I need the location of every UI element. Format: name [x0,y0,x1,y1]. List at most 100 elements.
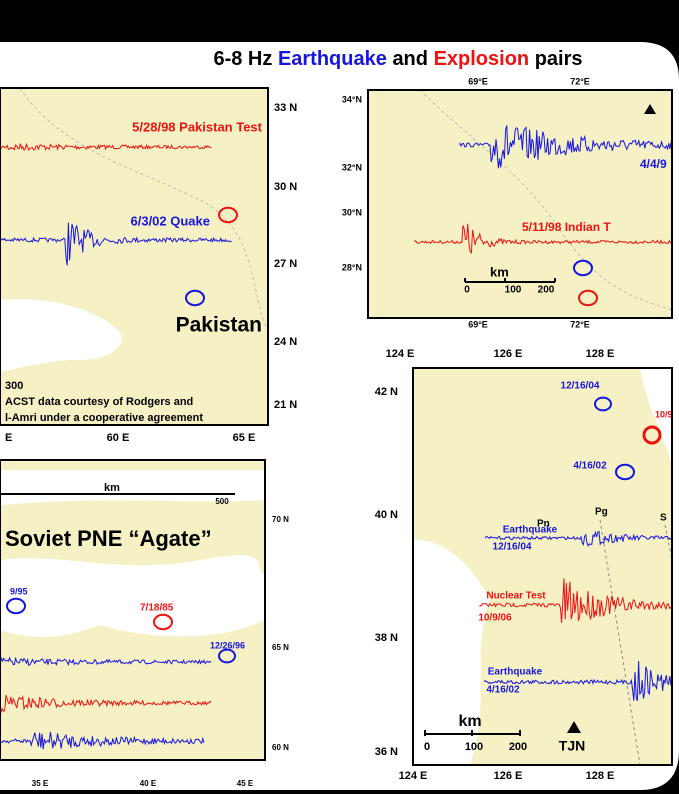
label: 126 E [494,770,523,782]
label: 60 N [272,743,289,752]
panel-frame [367,89,673,319]
event-circle [218,206,238,224]
label: 34°N [342,94,362,104]
label: 72°E [570,319,590,329]
seismogram [0,142,212,152]
korea-map: 12/16/04 10/9/4/16/02 Pn Pg S Earthquake 12/16… [413,368,676,765]
label: 30°N [342,207,362,217]
label: 10/9/ [655,409,676,419]
label: 40 E [140,779,157,788]
panel-frame [412,367,673,766]
label: 10/9/06 [478,613,512,624]
label: 60 E [107,432,130,444]
label: 124 E [386,348,415,360]
label: 24 N [274,336,297,348]
label: 69°E [468,76,488,86]
label: 0 [424,741,430,753]
label: 35 E [32,779,49,788]
seismogram [0,656,212,667]
label: TJN [559,738,585,754]
label: Pn [537,519,550,530]
seismogram [484,660,672,702]
event-circle [594,396,612,412]
label: 69°E [468,319,488,329]
panel-frame [0,459,266,761]
pakistan-map: 5/28/98 Pakistan Test 6/3/02 Quake Pakista… [0,88,268,425]
phase-line [599,519,672,765]
label: 5/11/98 Indian T [522,220,611,234]
label: Pg [595,507,608,518]
label: 30 N [274,181,297,193]
label: 38 N [375,632,398,644]
label: 200 [538,285,555,296]
label: 21 N [274,399,297,411]
label: 4/16/02 [486,685,520,696]
label: 6/3/02 Quake [131,213,211,228]
label: km [490,264,509,279]
label: 65 E [233,432,256,444]
label: 12/16/04 [493,542,532,553]
label: Nuclear Test [486,591,546,602]
event-circle [218,648,236,664]
station [567,721,581,733]
label: 33 N [274,102,297,114]
label: ACST data courtesy of Rodgers and [5,396,193,408]
label: km [458,713,481,730]
label: E [5,432,12,444]
label: Pakistan [176,314,262,337]
panel-frame [0,87,269,426]
label: 40 N [375,509,398,521]
seismogram [479,578,672,623]
station [644,104,656,114]
seismogram [0,694,212,714]
label: 70 N [272,515,289,524]
label: 200 [509,741,527,753]
event-circle [578,289,598,307]
scale-bar [424,730,521,736]
seismogram [414,223,672,254]
seismogram [0,731,205,750]
label: 12/26/96 [210,640,245,650]
label: 28°N [342,262,362,272]
label: 27 N [274,258,297,270]
label: Earthquake [503,525,558,536]
label: 126 E [494,348,523,360]
seismogram [0,222,232,266]
label: Soviet PNE “Agate” [5,526,212,551]
seismogram [484,530,672,548]
label: 128 E [586,348,615,360]
event-circle [185,289,205,307]
event-circle [615,463,635,481]
label: 12/16/04 [561,381,600,392]
event-circle [642,425,662,445]
label: 128 E [586,770,615,782]
label: 36 N [375,746,398,758]
label: 300 [5,380,23,392]
label: 7/18/85 [140,603,174,614]
agate-map: km 500 Soviet PNE “Agate” 9/95 7/18/85 12/26/… [0,460,265,760]
label: 100 [505,285,522,296]
label: 72°E [570,76,590,86]
event-circle [573,259,593,277]
label: 65 N [272,643,289,652]
label: 0 [464,285,470,296]
label: 32°N [342,162,362,172]
label: S [660,513,667,524]
label: 100 [465,741,483,753]
label: 42 N [375,386,398,398]
scale-bar [464,278,556,283]
label: 5/28/98 Pakistan Test [132,119,263,134]
label: 45 E [237,779,254,788]
label: 4/4/9 [640,157,667,171]
label: km [104,482,120,494]
india-map: 4/4/9 5/11/98 Indian T km 0 100 200 [368,90,672,318]
seismogram [459,125,672,169]
label: 500 [215,497,229,506]
event-circle [153,613,173,631]
label: 124 E [399,770,428,782]
title: 6-8 Hz Earthquake and Explosion pairs [213,48,582,70]
event-circle [6,597,26,615]
label: l-Amri under a cooperative agreement [5,412,203,424]
label: 9/95 [10,586,28,596]
